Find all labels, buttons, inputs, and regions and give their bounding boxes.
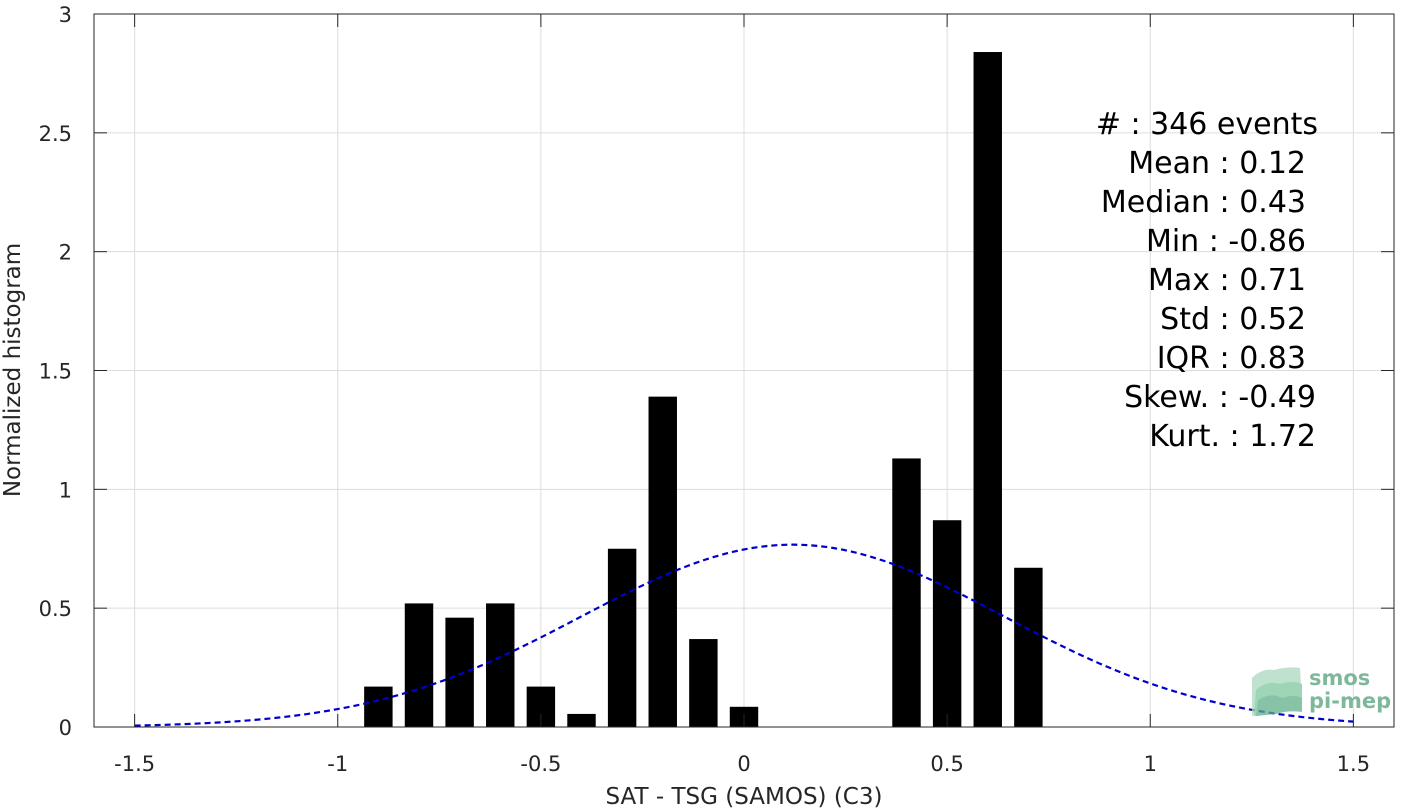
- y-tick-label-4: 2: [59, 241, 72, 265]
- histogram-bar-0: [364, 686, 393, 727]
- y-tick-label-2: 1: [59, 478, 72, 502]
- x-tick-label-2: -0.5: [520, 752, 561, 776]
- y-tick-label-0: 0: [59, 716, 72, 740]
- smos-pi-mep-logo: smos pi-mep: [1252, 666, 1391, 716]
- x-tick-label-5: 1: [1144, 752, 1157, 776]
- x-tick-labels: -1.5 -1 -0.5 0 0.5 1 1.5: [114, 752, 1370, 776]
- histogram-bar-13: [1014, 567, 1043, 727]
- stats-line-8: Kurt. : 1.72: [1149, 419, 1316, 454]
- histogram-bar-12: [973, 52, 1002, 727]
- histogram-bar-5: [567, 713, 596, 727]
- gaussian-fit-curve: [134, 543, 1354, 727]
- stats-line-3: Min : -0.86: [1146, 224, 1306, 259]
- histogram-bar-6: [607, 548, 637, 727]
- y-tick-labels: 0 0.5 1 1.5 2 2.5 3: [39, 3, 72, 740]
- stats-line-1: Mean : 0.12: [1128, 146, 1306, 181]
- x-tick-label-6: 1.5: [1337, 752, 1370, 776]
- axis-ticks: [94, 13, 1394, 728]
- logo-text-line2: pi-mep: [1309, 689, 1391, 713]
- x-tick-label-4: 0.5: [930, 752, 963, 776]
- x-tick-label-0: -1.5: [114, 752, 155, 776]
- stats-line-2: Median : 0.43: [1101, 185, 1306, 220]
- y-axis-label: Normalized histogram: [0, 243, 26, 497]
- x-tick-label-3: 0: [737, 752, 750, 776]
- y-tick-label-1: 0.5: [39, 597, 72, 621]
- histogram-bar-3: [486, 603, 515, 727]
- wave-logo-icon: [1252, 667, 1302, 716]
- histogram-bars: [364, 52, 1043, 727]
- statistics-panel: # : 346 events Mean : 0.12 Median : 0.43 Mi…: [1096, 107, 1318, 454]
- logo-text-line1: smos: [1309, 666, 1370, 690]
- x-axis-label: SAT - TSG (SAMOS) (C3): [606, 784, 883, 809]
- histogram-bar-8: [689, 639, 718, 727]
- stats-line-4: Max : 0.71: [1148, 263, 1306, 298]
- histogram-bar-1: [404, 603, 434, 727]
- histogram-bar-10: [892, 458, 921, 727]
- histogram-bar-11: [932, 520, 962, 727]
- histogram-bar-2: [445, 617, 474, 727]
- stats-line-0: # : 346 events: [1096, 107, 1318, 142]
- stats-line-5: Std : 0.52: [1160, 302, 1306, 337]
- y-tick-label-6: 3: [59, 3, 72, 27]
- y-tick-label-3: 1.5: [39, 360, 72, 384]
- stats-line-6: IQR : 0.83: [1157, 341, 1306, 376]
- y-tick-label-5: 2.5: [39, 122, 72, 146]
- x-tick-label-1: -1: [327, 752, 348, 776]
- histogram-bar-7: [648, 396, 677, 727]
- stats-line-7: Skew. : -0.49: [1124, 380, 1316, 415]
